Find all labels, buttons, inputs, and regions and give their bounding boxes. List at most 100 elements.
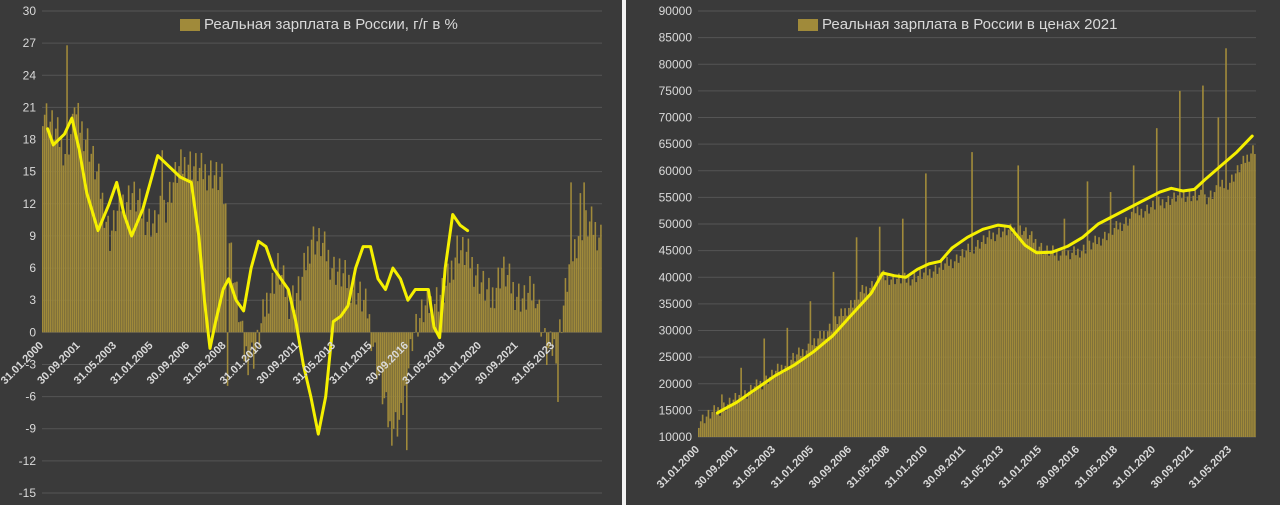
bar — [861, 284, 864, 437]
bar — [256, 329, 259, 333]
bar — [823, 331, 825, 437]
bar — [596, 250, 598, 333]
bar — [1192, 195, 1195, 437]
bar — [150, 236, 152, 333]
trend-line — [46, 116, 470, 436]
bar — [308, 263, 311, 333]
bar — [1119, 222, 1122, 437]
bar — [120, 211, 122, 333]
bar — [907, 276, 910, 437]
bar — [703, 423, 706, 437]
bar — [122, 194, 124, 333]
bar — [342, 273, 345, 333]
bar — [566, 291, 569, 333]
bar — [376, 332, 378, 380]
bar — [1002, 231, 1004, 437]
y-tick-label: 0 — [29, 325, 36, 339]
bar — [361, 311, 363, 333]
bar — [202, 179, 205, 333]
bar — [549, 331, 552, 333]
bar — [967, 243, 970, 437]
bar — [546, 332, 548, 366]
bar — [1248, 161, 1250, 437]
bar — [957, 262, 960, 437]
bar — [547, 332, 550, 349]
bar — [836, 324, 839, 437]
bar — [875, 282, 877, 437]
bar — [187, 164, 190, 333]
bar — [1190, 201, 1193, 437]
bar — [963, 257, 966, 437]
bar — [934, 265, 937, 437]
legend-left-swatch — [180, 18, 200, 31]
bar — [1105, 240, 1108, 437]
bar — [763, 338, 766, 437]
bar — [815, 345, 817, 437]
bar — [521, 298, 524, 333]
bar — [133, 181, 136, 333]
bar — [742, 396, 744, 437]
bar — [807, 343, 810, 437]
y-tick-label: 55000 — [659, 190, 693, 204]
bar — [886, 274, 889, 437]
bar — [1217, 117, 1220, 437]
bar — [299, 300, 302, 333]
bar — [592, 234, 595, 333]
bar — [424, 305, 427, 333]
bar — [721, 394, 723, 437]
bar — [1171, 198, 1173, 437]
bar — [131, 193, 134, 333]
bar — [344, 260, 346, 333]
bar — [588, 221, 591, 333]
bar — [1067, 250, 1070, 437]
bar — [144, 235, 147, 333]
bar — [51, 110, 53, 333]
bar — [206, 190, 208, 333]
bar — [948, 265, 950, 437]
trend-line — [715, 134, 1254, 415]
bar — [1069, 259, 1071, 437]
bar — [66, 45, 68, 333]
bar — [1098, 237, 1100, 437]
bar — [42, 126, 44, 333]
bar — [544, 328, 546, 333]
bar — [923, 272, 925, 437]
bar — [249, 332, 251, 358]
bar — [290, 302, 292, 333]
bar — [174, 162, 177, 333]
bar — [1163, 208, 1166, 437]
bar — [990, 239, 993, 437]
bar — [413, 332, 416, 333]
bar — [961, 249, 964, 437]
bar — [1109, 192, 1112, 437]
bar — [251, 332, 253, 343]
bar — [1148, 213, 1150, 437]
bar — [901, 218, 904, 437]
bar — [236, 281, 238, 333]
bar — [819, 330, 821, 437]
bar — [1221, 179, 1223, 438]
bar — [437, 311, 440, 333]
bar — [327, 249, 330, 333]
bar — [572, 261, 574, 333]
bar — [796, 354, 798, 437]
chart-left-panel: 30 27 24 21 18 15 12 9 6 3 0 -3 -6 -9 -12 -15 31.01.2000… — [0, 0, 622, 505]
bar — [448, 282, 451, 333]
bar — [1107, 233, 1110, 437]
y-tick-label: 12 — [23, 197, 37, 211]
bar — [266, 292, 268, 333]
bar — [1092, 242, 1095, 437]
bar — [542, 332, 544, 333]
bar — [1103, 231, 1106, 437]
bar — [180, 149, 182, 333]
bar — [1115, 221, 1118, 437]
bar — [767, 383, 769, 437]
y-tick-label: 10000 — [659, 430, 693, 444]
y-tick-label: 18 — [23, 133, 37, 147]
bar — [888, 284, 891, 437]
bar — [331, 268, 333, 333]
bar — [736, 401, 739, 437]
y-tick-label: 3 — [29, 293, 36, 307]
bar — [127, 185, 130, 333]
bar — [909, 285, 912, 437]
